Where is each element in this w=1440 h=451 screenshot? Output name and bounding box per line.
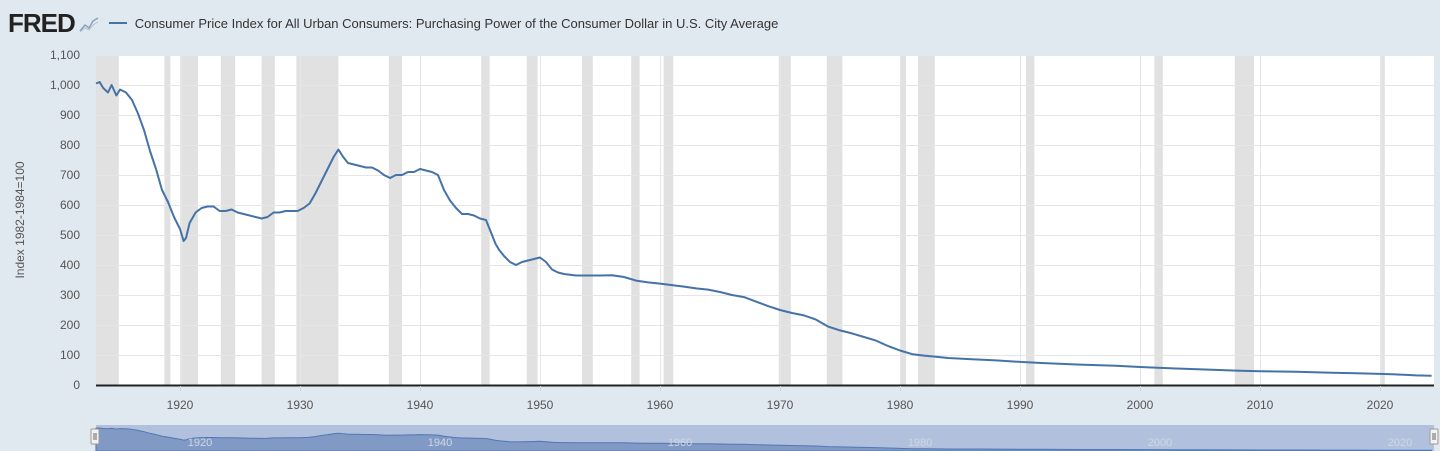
fred-logo[interactable]: FRED <box>8 7 76 38</box>
recession-band <box>261 55 275 385</box>
x-tick-label: 1980 <box>887 398 914 412</box>
chart-plot: 0 100 200 300 400 500 600 700 800 900 1,000 1,100 1… <box>13 48 1434 412</box>
navigator-label: 1940 <box>428 437 452 449</box>
y-tick-label: 900 <box>60 108 80 122</box>
navigator-series-area <box>95 427 1433 451</box>
recession-band <box>918 55 935 385</box>
x-tick-label: 1960 <box>647 398 674 412</box>
recession-band <box>900 55 906 385</box>
recession-band <box>388 55 402 385</box>
recession-band <box>1381 55 1385 385</box>
recession-band <box>826 55 843 385</box>
recession-band <box>1234 55 1254 385</box>
navigator-labels: 1920 1940 1960 1980 2000 2020 <box>188 437 1412 449</box>
y-tick-label: 0 <box>73 378 80 392</box>
y-tick-label: 600 <box>60 198 80 212</box>
x-tick-labels: 1920 1930 1940 1950 1960 1970 1980 1990 2000 2010… <box>167 386 1394 412</box>
navigator-label: 2000 <box>1148 437 1172 449</box>
y-tick-label: 500 <box>60 228 80 242</box>
recession-band <box>296 55 339 385</box>
recession-band <box>582 55 593 385</box>
gridlines <box>96 55 1434 385</box>
y-tick-label: 300 <box>60 288 80 302</box>
x-tick-label: 1990 <box>1007 398 1034 412</box>
x-tick-label: 1950 <box>527 398 554 412</box>
x-tick-label: 1970 <box>767 398 794 412</box>
chart-title: Consumer Price Index for All Urban Consu… <box>134 15 779 31</box>
y-tick-label: 100 <box>60 348 80 362</box>
legend-series-line <box>108 22 127 24</box>
recession-bands <box>96 55 1385 385</box>
x-tick-label: 1940 <box>407 398 434 412</box>
recession-band <box>1026 55 1035 385</box>
line-chart-icon <box>78 15 99 33</box>
recession-band <box>663 55 674 385</box>
y-axis-label: Index 1982-1984=100 <box>13 161 27 278</box>
recession-band <box>1154 55 1163 385</box>
navigator-label: 2020 <box>1388 437 1412 449</box>
recession-band <box>220 55 236 385</box>
recession-band <box>164 55 171 385</box>
y-tick-label: 700 <box>60 168 80 182</box>
recession-band <box>526 55 538 385</box>
navigator-left-handle[interactable] <box>90 428 100 445</box>
series-layer <box>95 81 1432 377</box>
y-tick-label: 1,000 <box>50 78 80 92</box>
y-tick-labels: 0 100 200 300 400 500 600 700 800 900 1,000 1,100 <box>50 48 80 392</box>
x-tick-label: 1920 <box>167 398 194 412</box>
navigator-right-handle[interactable] <box>1429 428 1439 445</box>
x-tick-label: 2000 <box>1127 398 1154 412</box>
navigator-label: 1980 <box>908 437 932 449</box>
navigator-selection <box>96 425 1434 451</box>
series-line <box>95 81 1432 377</box>
recession-band <box>631 55 640 385</box>
x-tick-label: 2020 <box>1367 398 1394 412</box>
navigator-label: 1960 <box>668 437 692 449</box>
navigator-label: 1920 <box>188 437 212 449</box>
x-tick-label: 1930 <box>287 398 314 412</box>
y-tick-label: 800 <box>60 138 80 152</box>
x-tick-label: 2010 <box>1247 398 1274 412</box>
chart-header: FRED Consumer Price Index for All Urban … <box>8 8 778 38</box>
y-tick-label: 400 <box>60 258 80 272</box>
y-tick-label: 200 <box>60 318 80 332</box>
recession-band <box>181 55 198 385</box>
y-tick-label: 1,100 <box>50 48 80 62</box>
recession-band <box>96 55 119 385</box>
recession-band <box>778 55 791 385</box>
